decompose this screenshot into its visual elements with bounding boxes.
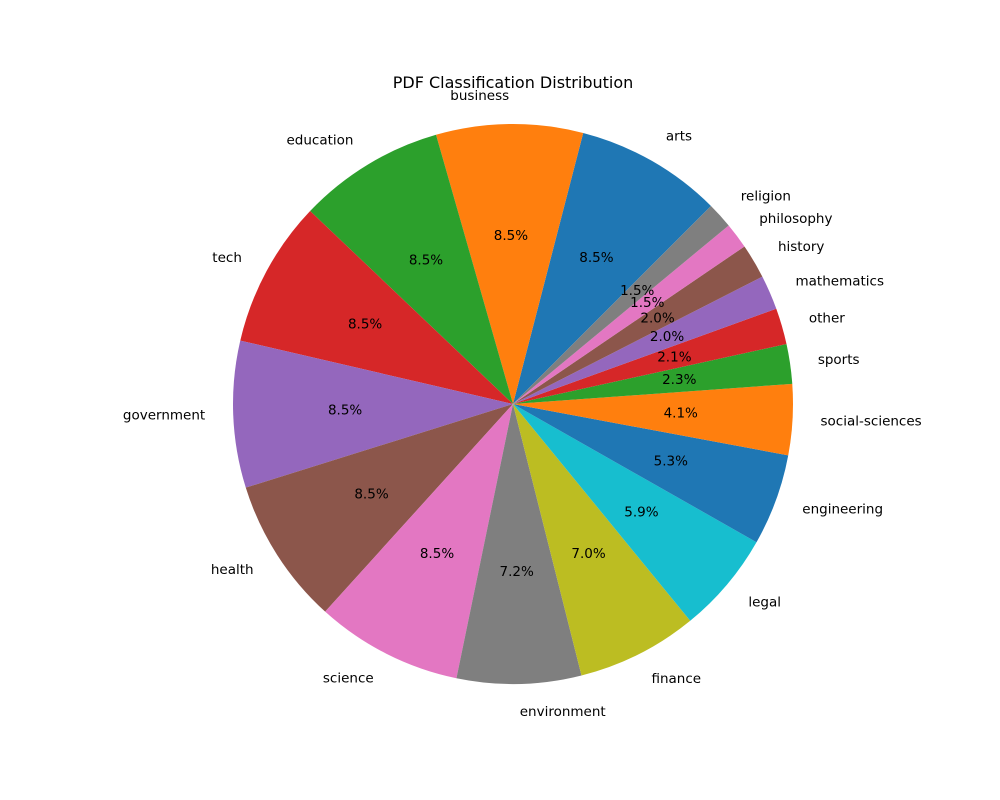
pct-label-mathematics: 2.0%	[650, 329, 684, 345]
pct-label-religion: 1.5%	[620, 283, 654, 299]
pie-slice-science	[325, 404, 513, 679]
pct-label-arts: 8.5%	[579, 250, 613, 266]
category-labels: arts business education tech government healt…	[123, 88, 922, 720]
pie-slice-tech	[240, 211, 513, 404]
pct-label-tech: 8.5%	[348, 316, 382, 332]
category-label-social-sciences: social-sciences	[821, 413, 922, 429]
category-label-history: history	[778, 239, 824, 255]
category-label-government: government	[123, 408, 205, 424]
category-label-legal: legal	[748, 595, 781, 611]
pie-slice-finance	[513, 404, 691, 676]
pie-slice-legal	[513, 404, 757, 621]
pie-slice-health	[245, 404, 513, 612]
pie-slice-environment	[456, 404, 582, 685]
pct-label-finance: 7.0%	[571, 546, 605, 562]
pie-slice-history	[513, 246, 763, 404]
percentage-labels: 8.5% 8.5% 8.5% 8.5% 8.5% 8.5% 8.5% 7.2% 7.0% 5.9%…	[328, 228, 698, 580]
pie-slice-education	[310, 134, 513, 404]
category-label-sports: sports	[818, 352, 860, 368]
category-label-arts: arts	[666, 129, 692, 145]
pct-label-philosophy: 1.5%	[630, 295, 664, 311]
pct-label-social-sciences: 4.1%	[664, 405, 698, 421]
pie-slice-business	[436, 124, 584, 405]
category-label-religion: religion	[741, 189, 791, 205]
pie-slice-philosophy	[513, 225, 745, 404]
category-label-education: education	[286, 133, 353, 149]
category-label-other: other	[809, 310, 845, 326]
category-label-science: science	[323, 671, 374, 687]
category-label-engineering: engineering	[802, 502, 883, 518]
category-label-tech: tech	[212, 250, 242, 266]
category-label-mathematics: mathematics	[795, 273, 884, 289]
pct-label-other: 2.1%	[657, 349, 691, 365]
category-label-philosophy: philosophy	[759, 211, 832, 227]
pct-label-legal: 5.9%	[624, 504, 658, 520]
pie-slice-mathematics	[513, 276, 777, 404]
pct-label-history: 2.0%	[640, 310, 674, 326]
chart-title: PDF Classification Distribution	[393, 73, 634, 92]
pct-label-health: 8.5%	[354, 487, 388, 503]
category-label-finance: finance	[651, 671, 701, 687]
pie-slice-government	[232, 340, 513, 488]
pie-slice-social-sciences	[513, 383, 793, 456]
pct-label-business: 8.5%	[494, 228, 528, 244]
pie-slice-sports	[513, 344, 793, 404]
category-label-business: business	[450, 88, 509, 104]
pie-slices	[232, 124, 793, 685]
pie-slice-arts	[513, 132, 711, 404]
pct-label-education: 8.5%	[409, 252, 443, 268]
pct-label-science: 8.5%	[420, 546, 454, 562]
pct-label-engineering: 5.3%	[654, 454, 688, 470]
pie-slice-engineering	[513, 404, 789, 543]
pct-label-sports: 2.3%	[662, 372, 696, 388]
pct-label-environment: 7.2%	[500, 564, 534, 580]
pie-slice-religion	[513, 206, 729, 404]
category-label-health: health	[211, 562, 254, 578]
pie-slice-other	[513, 308, 787, 404]
category-label-environment: environment	[520, 704, 606, 720]
pct-label-government: 8.5%	[328, 402, 362, 418]
